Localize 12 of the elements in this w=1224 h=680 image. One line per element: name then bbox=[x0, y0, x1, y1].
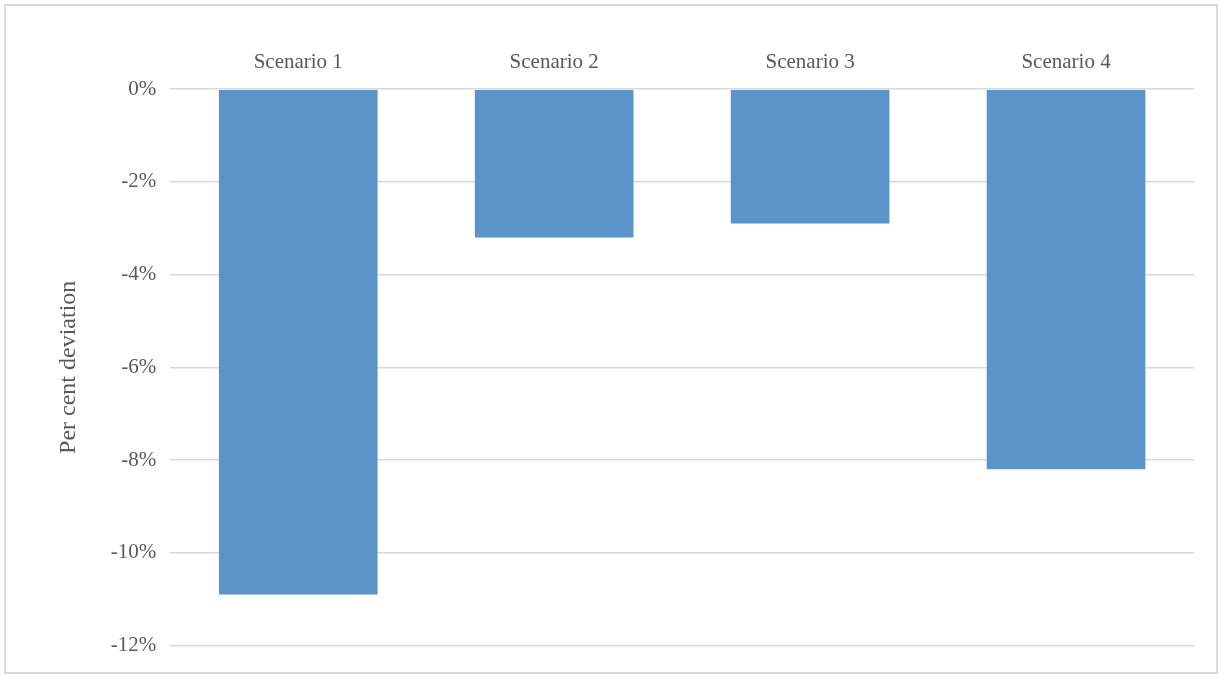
y-tick-label: -2% bbox=[121, 168, 157, 193]
y-tick-label: -8% bbox=[121, 446, 157, 471]
y-tick-label: -12% bbox=[110, 631, 157, 656]
x-tick-label: Scenario 4 bbox=[1021, 49, 1112, 74]
x-tick-label: Scenario 2 bbox=[509, 49, 599, 74]
y-tick-label: 0% bbox=[128, 75, 157, 100]
y-axis-title: Per cent deviation bbox=[53, 280, 80, 454]
y-tick-label: -6% bbox=[121, 353, 157, 378]
x-tick-label: Scenario 3 bbox=[765, 49, 855, 74]
y-tick-label: -4% bbox=[121, 261, 157, 286]
y-tick-label: -10% bbox=[110, 539, 157, 564]
x-tick-label: Scenario 1 bbox=[253, 49, 343, 74]
